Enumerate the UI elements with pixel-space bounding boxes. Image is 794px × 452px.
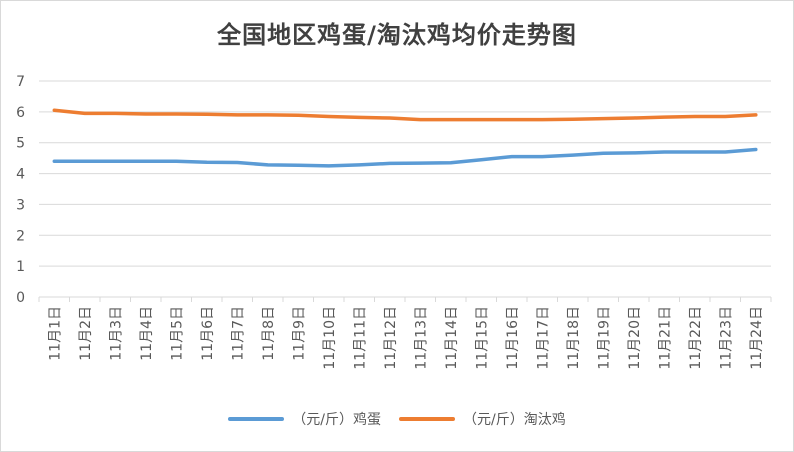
- y-tick-label: 0: [16, 290, 25, 306]
- chart-legend: （元/斤）鸡蛋 （元/斤）淘汰鸡: [1, 409, 793, 429]
- x-tick-label: 11月7日: [230, 306, 246, 361]
- x-tick-label: 11月18日: [566, 306, 582, 370]
- x-tick-label: 11月4日: [139, 306, 155, 361]
- legend-label: （元/斤）鸡蛋: [292, 412, 381, 428]
- y-tick-label: 7: [16, 74, 25, 90]
- legend-swatch: [399, 417, 455, 421]
- x-tick-label: 11月24日: [749, 306, 765, 370]
- legend-label: （元/斤）淘汰鸡: [463, 412, 566, 428]
- y-tick-label: 3: [16, 197, 25, 213]
- legend-item: （元/斤）淘汰鸡: [399, 409, 566, 429]
- y-tick-label: 2: [16, 228, 25, 244]
- legend-swatch: [228, 417, 285, 421]
- x-tick-label: 11月21日: [657, 306, 673, 370]
- y-tick-label: 4: [16, 167, 25, 183]
- x-tick-label: 11月20日: [627, 306, 643, 370]
- x-tick-label: 11月15日: [474, 306, 490, 370]
- x-tick-label: 11月13日: [413, 306, 429, 370]
- x-tick-label: 11月17日: [535, 306, 551, 370]
- x-tick-label: 11月16日: [505, 306, 521, 370]
- y-tick-label: 6: [16, 105, 25, 121]
- x-tick-label: 11月5日: [169, 306, 185, 361]
- x-tick-label: 11月10日: [322, 306, 338, 370]
- x-tick-label: 11月9日: [291, 306, 307, 361]
- series-line-2: [52, 108, 758, 122]
- x-tick-label: 11月23日: [718, 306, 734, 370]
- legend-item: （元/斤）鸡蛋: [228, 409, 381, 429]
- x-tick-label: 11月19日: [596, 306, 612, 370]
- x-tick-label: 11月11日: [352, 306, 368, 370]
- x-tick-label: 11月1日: [47, 306, 63, 361]
- x-tick-label: 11月6日: [200, 306, 216, 361]
- x-tick-label: 11月2日: [78, 306, 94, 361]
- chart-title: 全国地区鸡蛋/淘汰鸡均价走势图: [217, 21, 577, 49]
- x-tick-label: 11月3日: [108, 306, 124, 361]
- y-tick-label: 5: [16, 136, 25, 152]
- series-line-1: [52, 147, 758, 168]
- x-tick-label: 11月12日: [383, 306, 399, 370]
- y-tick-label: 1: [16, 259, 25, 275]
- x-tick-label: 11月22日: [688, 306, 704, 370]
- x-tick-label: 11月14日: [444, 306, 460, 370]
- x-tick-label: 11月8日: [261, 306, 277, 361]
